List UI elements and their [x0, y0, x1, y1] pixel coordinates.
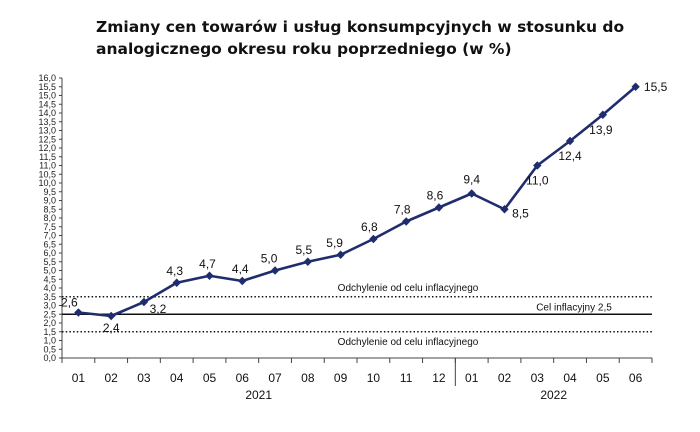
x-tick-label: 03: [531, 371, 545, 385]
y-tick-label: 10,5: [38, 169, 56, 179]
y-tick-label: 6,5: [43, 239, 56, 249]
year-label: 2021: [245, 388, 272, 402]
y-tick-label: 7,5: [43, 222, 56, 232]
data-point-marker: [401, 217, 411, 226]
data-label: 15,5: [644, 80, 668, 94]
x-tick-label: 12: [432, 371, 446, 385]
x-tick-label: 02: [104, 371, 118, 385]
x-tick-label: 09: [334, 371, 348, 385]
y-tick-label: 15,0: [38, 91, 56, 101]
x-tick-label: 03: [137, 371, 151, 385]
data-label: 9,4: [463, 173, 480, 187]
y-tick-label: 2,5: [43, 309, 56, 319]
data-point-marker: [74, 308, 83, 317]
data-point-marker: [598, 110, 608, 119]
y-tick-label: 14,5: [38, 99, 56, 109]
x-tick-label: 07: [268, 371, 282, 385]
data-point-marker: [369, 234, 378, 244]
data-point-marker: [172, 278, 181, 287]
y-tick-label: 5,0: [43, 266, 56, 276]
y-tick-label: 13,5: [38, 117, 56, 127]
data-point-marker: [336, 250, 345, 259]
y-tick-label: 11,0: [39, 161, 56, 171]
data-label: 4,7: [199, 257, 216, 271]
y-tick-label: 1,0: [43, 336, 56, 346]
data-label: 2,4: [103, 321, 120, 335]
x-tick-label: 05: [596, 371, 610, 385]
series-line: [78, 85, 637, 318]
data-label: 5,5: [295, 243, 312, 257]
y-tick-label: 14,0: [38, 108, 56, 118]
data-label: 6,8: [361, 220, 378, 234]
x-tick-label: 04: [563, 371, 577, 385]
x-tick-label: 01: [72, 371, 86, 385]
data-point-marker: [533, 161, 542, 170]
reference-line-label: Odchylenie od celu inflacyjnego: [338, 337, 479, 348]
data-label: 3,2: [150, 302, 167, 316]
data-label: 4,3: [166, 264, 183, 278]
year-label: 2022: [540, 388, 567, 402]
data-label: 13,9: [589, 123, 613, 137]
data-label: 8,5: [512, 206, 529, 220]
reference-line-label: Cel inflacyjny 2,5: [536, 302, 612, 313]
data-point-marker: [303, 257, 313, 266]
y-tick-label: 10,0: [38, 178, 56, 188]
data-label: 5,0: [261, 252, 278, 266]
y-tick-label: 6,0: [43, 248, 56, 258]
data-point-marker: [631, 82, 640, 91]
data-point-marker: [106, 311, 116, 321]
y-tick-label: 8,0: [43, 213, 56, 223]
data-label: 4,4: [232, 262, 249, 276]
y-tick-label: 12,0: [38, 143, 56, 153]
y-tick-label: 12,5: [38, 134, 56, 144]
data-label: 7,8: [394, 203, 411, 217]
y-tick-label: 11,5: [39, 152, 56, 162]
x-tick-label: 06: [629, 371, 643, 385]
x-tick-label: 01: [465, 371, 479, 385]
data-label: 2,6: [61, 296, 78, 310]
data-point-marker: [205, 271, 214, 280]
y-tick-label: 16,0: [38, 73, 56, 83]
y-tick-label: 5,5: [43, 257, 56, 267]
data-point-marker: [139, 297, 149, 307]
data-point-marker: [270, 266, 280, 275]
y-tick-label: 1,5: [43, 327, 56, 337]
reference-line-label: Odchylenie od celu inflacyjnego: [338, 283, 479, 294]
x-tick-label: 11: [400, 371, 413, 385]
data-point-marker: [565, 136, 575, 146]
x-tick-label: 05: [203, 371, 217, 385]
chart-title: Zmiany cen towarów i usług konsumpcyjnyc…: [96, 18, 625, 58]
data-label: 5,9: [326, 236, 343, 250]
data-point-marker: [238, 276, 247, 286]
y-tick-label: 0,5: [43, 344, 56, 354]
data-point-marker: [434, 203, 444, 212]
y-tick-label: 4,0: [43, 283, 56, 293]
data-label: 11,0: [526, 174, 549, 188]
y-tick-label: 0,0: [43, 353, 56, 363]
x-tick-label: 10: [367, 371, 381, 385]
y-tick-label: 15,5: [38, 82, 56, 92]
data-label: 12,4: [558, 149, 582, 163]
data-point-marker: [467, 189, 476, 198]
data-point-marker: [500, 205, 509, 214]
data-label: 8,6: [427, 189, 444, 203]
y-tick-label: 3,5: [43, 292, 56, 302]
y-tick-label: 13,0: [38, 126, 56, 136]
y-tick-label: 2,0: [43, 318, 56, 328]
x-tick-label: 02: [498, 371, 512, 385]
x-tick-label: 08: [301, 371, 315, 385]
x-tick-label: 06: [236, 371, 250, 385]
y-tick-label: 7,0: [43, 231, 56, 241]
y-tick-label: 8,5: [43, 204, 56, 214]
y-tick-label: 9,0: [43, 196, 56, 206]
y-tick-label: 3,0: [43, 301, 56, 311]
x-tick-label: 04: [170, 371, 184, 385]
y-tick-label: 9,5: [43, 187, 56, 197]
y-tick-label: 4,5: [43, 274, 56, 284]
